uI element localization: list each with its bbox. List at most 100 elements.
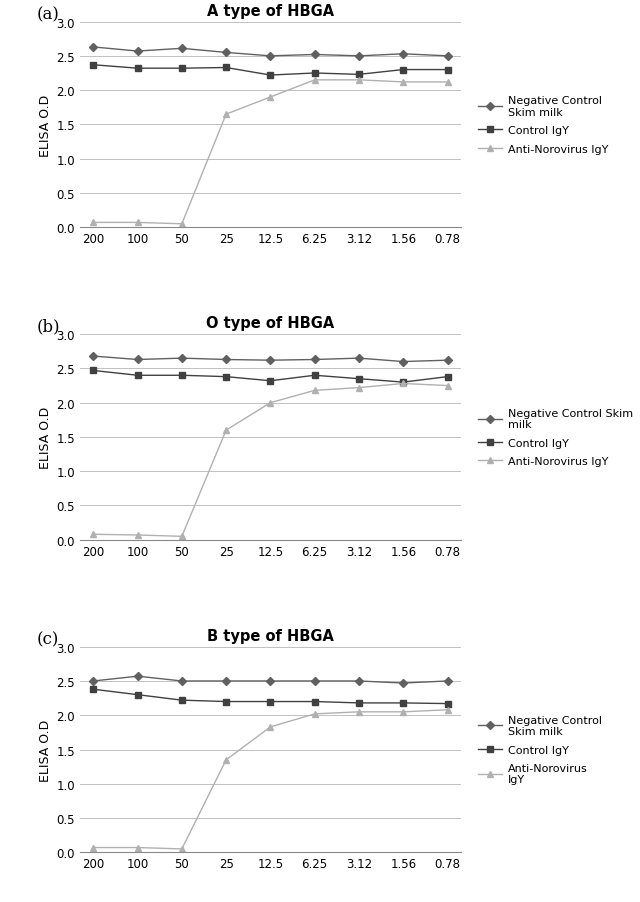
Line: Anti-Norovirus
IgY: Anti-Norovirus IgY — [90, 707, 451, 852]
Anti-Norovirus IgY — [90, 217, 97, 228]
Control IgY — [399, 377, 407, 388]
Y-axis label: ELISA O.D: ELISA O.D — [39, 94, 52, 156]
Anti-Norovirus IgY — [399, 379, 407, 390]
Anti-Norovirus IgY — [444, 78, 451, 88]
Negative Control
Skim milk — [90, 42, 97, 53]
Negative Control
Skim milk — [444, 51, 451, 62]
Control IgY — [178, 371, 186, 382]
Anti-Norovirus IgY — [178, 219, 186, 230]
Negative Control
Skim milk — [266, 676, 274, 686]
Control IgY — [266, 70, 274, 81]
Anti-Norovirus IgY — [222, 109, 230, 120]
Negative Control
Skim milk — [266, 51, 274, 62]
Negative Control
Skim milk — [134, 47, 141, 58]
Line: Negative Control
Skim milk: Negative Control Skim milk — [90, 673, 451, 686]
Control IgY — [134, 689, 141, 700]
Line: Control IgY: Control IgY — [90, 62, 451, 79]
Negative Control Skim
milk — [399, 357, 407, 368]
Control IgY — [355, 69, 363, 80]
Line: Control IgY: Control IgY — [90, 686, 451, 707]
Negative Control Skim
milk — [222, 354, 230, 365]
Negative Control
Skim milk — [355, 51, 363, 62]
Anti-Norovirus
IgY — [266, 722, 274, 732]
Control IgY — [311, 69, 319, 79]
Negative Control Skim
milk — [355, 354, 363, 364]
Negative Control
Skim milk — [399, 50, 407, 60]
Anti-Norovirus IgY — [178, 531, 186, 542]
Anti-Norovirus IgY — [399, 78, 407, 88]
Anti-Norovirus IgY — [134, 217, 141, 228]
Anti-Norovirus IgY — [222, 425, 230, 436]
Anti-Norovirus IgY — [311, 385, 319, 396]
Negative Control
Skim milk — [222, 676, 230, 686]
Anti-Norovirus
IgY — [355, 706, 363, 717]
Control IgY — [266, 696, 274, 707]
Line: Anti-Norovirus IgY: Anti-Norovirus IgY — [90, 78, 451, 227]
Control IgY — [399, 65, 407, 76]
Text: (c): (c) — [36, 630, 59, 648]
Line: Anti-Norovirus IgY: Anti-Norovirus IgY — [90, 381, 451, 540]
Anti-Norovirus
IgY — [399, 706, 407, 717]
Control IgY — [90, 684, 97, 695]
Anti-Norovirus IgY — [355, 76, 363, 87]
Negative Control
Skim milk — [311, 50, 319, 60]
Control IgY — [444, 698, 451, 709]
Negative Control Skim
milk — [90, 351, 97, 362]
Control IgY — [444, 65, 451, 76]
Negative Control
Skim milk — [311, 676, 319, 686]
Control IgY — [134, 64, 141, 75]
Anti-Norovirus
IgY — [178, 843, 186, 854]
Control IgY — [90, 365, 97, 376]
Anti-Norovirus IgY — [266, 92, 274, 103]
Anti-Norovirus IgY — [266, 398, 274, 409]
Negative Control
Skim milk — [178, 44, 186, 55]
Control IgY — [311, 696, 319, 707]
Text: (b): (b) — [36, 318, 60, 336]
Negative Control Skim
milk — [444, 355, 451, 366]
Control IgY — [222, 63, 230, 74]
Legend: Negative Control
Skim milk, Control IgY, Anti-Norovirus
IgY: Negative Control Skim milk, Control IgY,… — [478, 714, 602, 785]
Title: B type of HBGA: B type of HBGA — [207, 628, 334, 643]
Legend: Negative Control
Skim milk, Control IgY, Anti-Norovirus IgY: Negative Control Skim milk, Control IgY,… — [478, 97, 608, 154]
Anti-Norovirus IgY — [444, 381, 451, 391]
Negative Control
Skim milk — [399, 678, 407, 689]
Control IgY — [134, 371, 141, 382]
Text: (a): (a) — [36, 6, 59, 23]
Control IgY — [355, 373, 363, 384]
Y-axis label: ELISA O.D: ELISA O.D — [39, 407, 52, 468]
Anti-Norovirus IgY — [90, 529, 97, 540]
Anti-Norovirus
IgY — [134, 842, 141, 853]
Negative Control
Skim milk — [90, 676, 97, 686]
Negative Control
Skim milk — [444, 676, 451, 686]
Control IgY — [266, 376, 274, 387]
Negative Control Skim
milk — [266, 355, 274, 366]
Negative Control Skim
milk — [134, 354, 141, 365]
Negative Control
Skim milk — [222, 48, 230, 59]
Anti-Norovirus IgY — [311, 76, 319, 87]
Title: A type of HBGA: A type of HBGA — [207, 4, 334, 19]
Control IgY — [355, 698, 363, 709]
Negative Control
Skim milk — [355, 676, 363, 686]
Anti-Norovirus
IgY — [222, 755, 230, 766]
Control IgY — [178, 64, 186, 75]
Anti-Norovirus IgY — [355, 382, 363, 393]
Negative Control Skim
milk — [311, 354, 319, 365]
Legend: Negative Control Skim
milk, Control IgY, Anti-Norovirus IgY: Negative Control Skim milk, Control IgY,… — [478, 409, 633, 466]
Title: O type of HBGA: O type of HBGA — [206, 316, 335, 331]
Anti-Norovirus
IgY — [90, 842, 97, 853]
Anti-Norovirus
IgY — [311, 709, 319, 720]
Line: Negative Control
Skim milk: Negative Control Skim milk — [90, 45, 451, 60]
Control IgY — [311, 371, 319, 382]
Line: Negative Control Skim
milk: Negative Control Skim milk — [90, 354, 451, 365]
Y-axis label: ELISA O.D: ELISA O.D — [39, 719, 52, 781]
Line: Control IgY: Control IgY — [90, 368, 451, 386]
Anti-Norovirus IgY — [134, 530, 141, 541]
Control IgY — [444, 372, 451, 382]
Control IgY — [90, 60, 97, 71]
Negative Control
Skim milk — [178, 676, 186, 686]
Anti-Norovirus
IgY — [444, 704, 451, 715]
Negative Control
Skim milk — [134, 671, 141, 682]
Control IgY — [222, 372, 230, 382]
Control IgY — [399, 698, 407, 709]
Control IgY — [222, 696, 230, 707]
